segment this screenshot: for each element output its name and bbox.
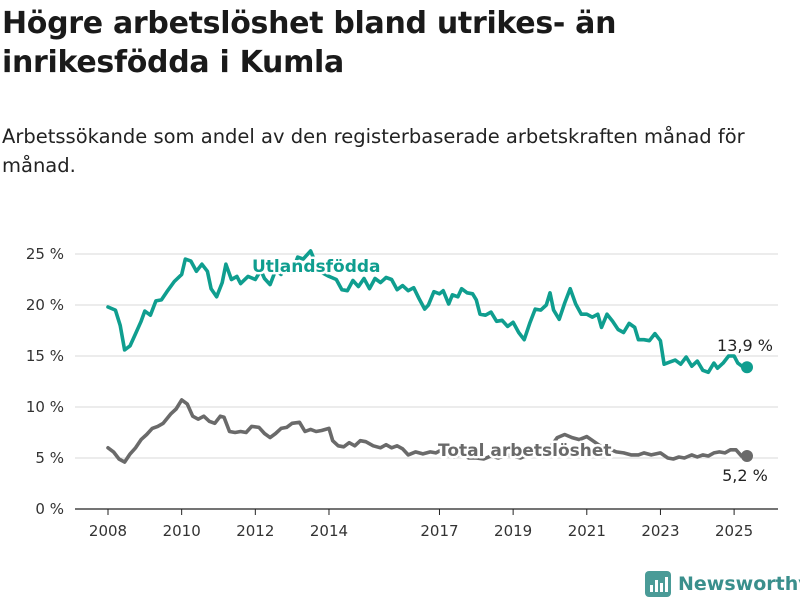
y-tick-label: 0 % <box>35 500 64 518</box>
x-tick-label: 2021 <box>568 522 606 540</box>
axes: 0 % 5 % 10 % 15 % 20 % 25 % 2008 2010 2012 2014 20… <box>26 245 753 540</box>
x-tick-label: 2008 <box>89 522 127 540</box>
series-label-total: Total arbetslöshet <box>438 441 612 461</box>
end-point-utlandsfodda <box>741 361 753 374</box>
brand-name: Newsworthy <box>678 573 800 595</box>
x-tick-label: 2010 <box>163 522 201 540</box>
series <box>106 249 753 464</box>
x-tick-label: 2019 <box>494 522 532 540</box>
x-tick-label: 2025 <box>715 522 753 540</box>
newsworthy-icon <box>645 571 671 597</box>
y-tick-label: 20 % <box>26 296 64 314</box>
end-label-utlandsfodda: 13,9 % <box>717 336 773 355</box>
newsworthy-logo: Newsworthy <box>645 570 800 598</box>
x-tick-label: 2014 <box>310 522 348 540</box>
chart-title: Högre arbetslöshet bland utrikes- än inr… <box>2 6 617 80</box>
chart-subtitle: Arbetssökande som andel av den registerb… <box>2 125 745 177</box>
series-line-utlandsfodda <box>106 249 749 375</box>
series-line-total <box>106 398 749 464</box>
series-label-utlandsfodda: Utlandsfödda <box>252 257 381 277</box>
labels: Utlandsfödda Total arbetslöshet 13,9 % 5,2 … <box>250 255 775 487</box>
y-tick-label: 5 % <box>35 449 64 467</box>
x-tick-label: 2023 <box>641 522 679 540</box>
x-tick-label: 2017 <box>420 522 458 540</box>
x-tick-label: 2012 <box>236 522 274 540</box>
gridlines <box>75 253 778 510</box>
end-label-total: 5,2 % <box>722 466 768 485</box>
y-tick-label: 15 % <box>26 347 64 365</box>
end-point-total <box>741 449 753 462</box>
y-tick-label: 10 % <box>26 398 64 416</box>
y-tick-label: 25 % <box>26 245 64 263</box>
